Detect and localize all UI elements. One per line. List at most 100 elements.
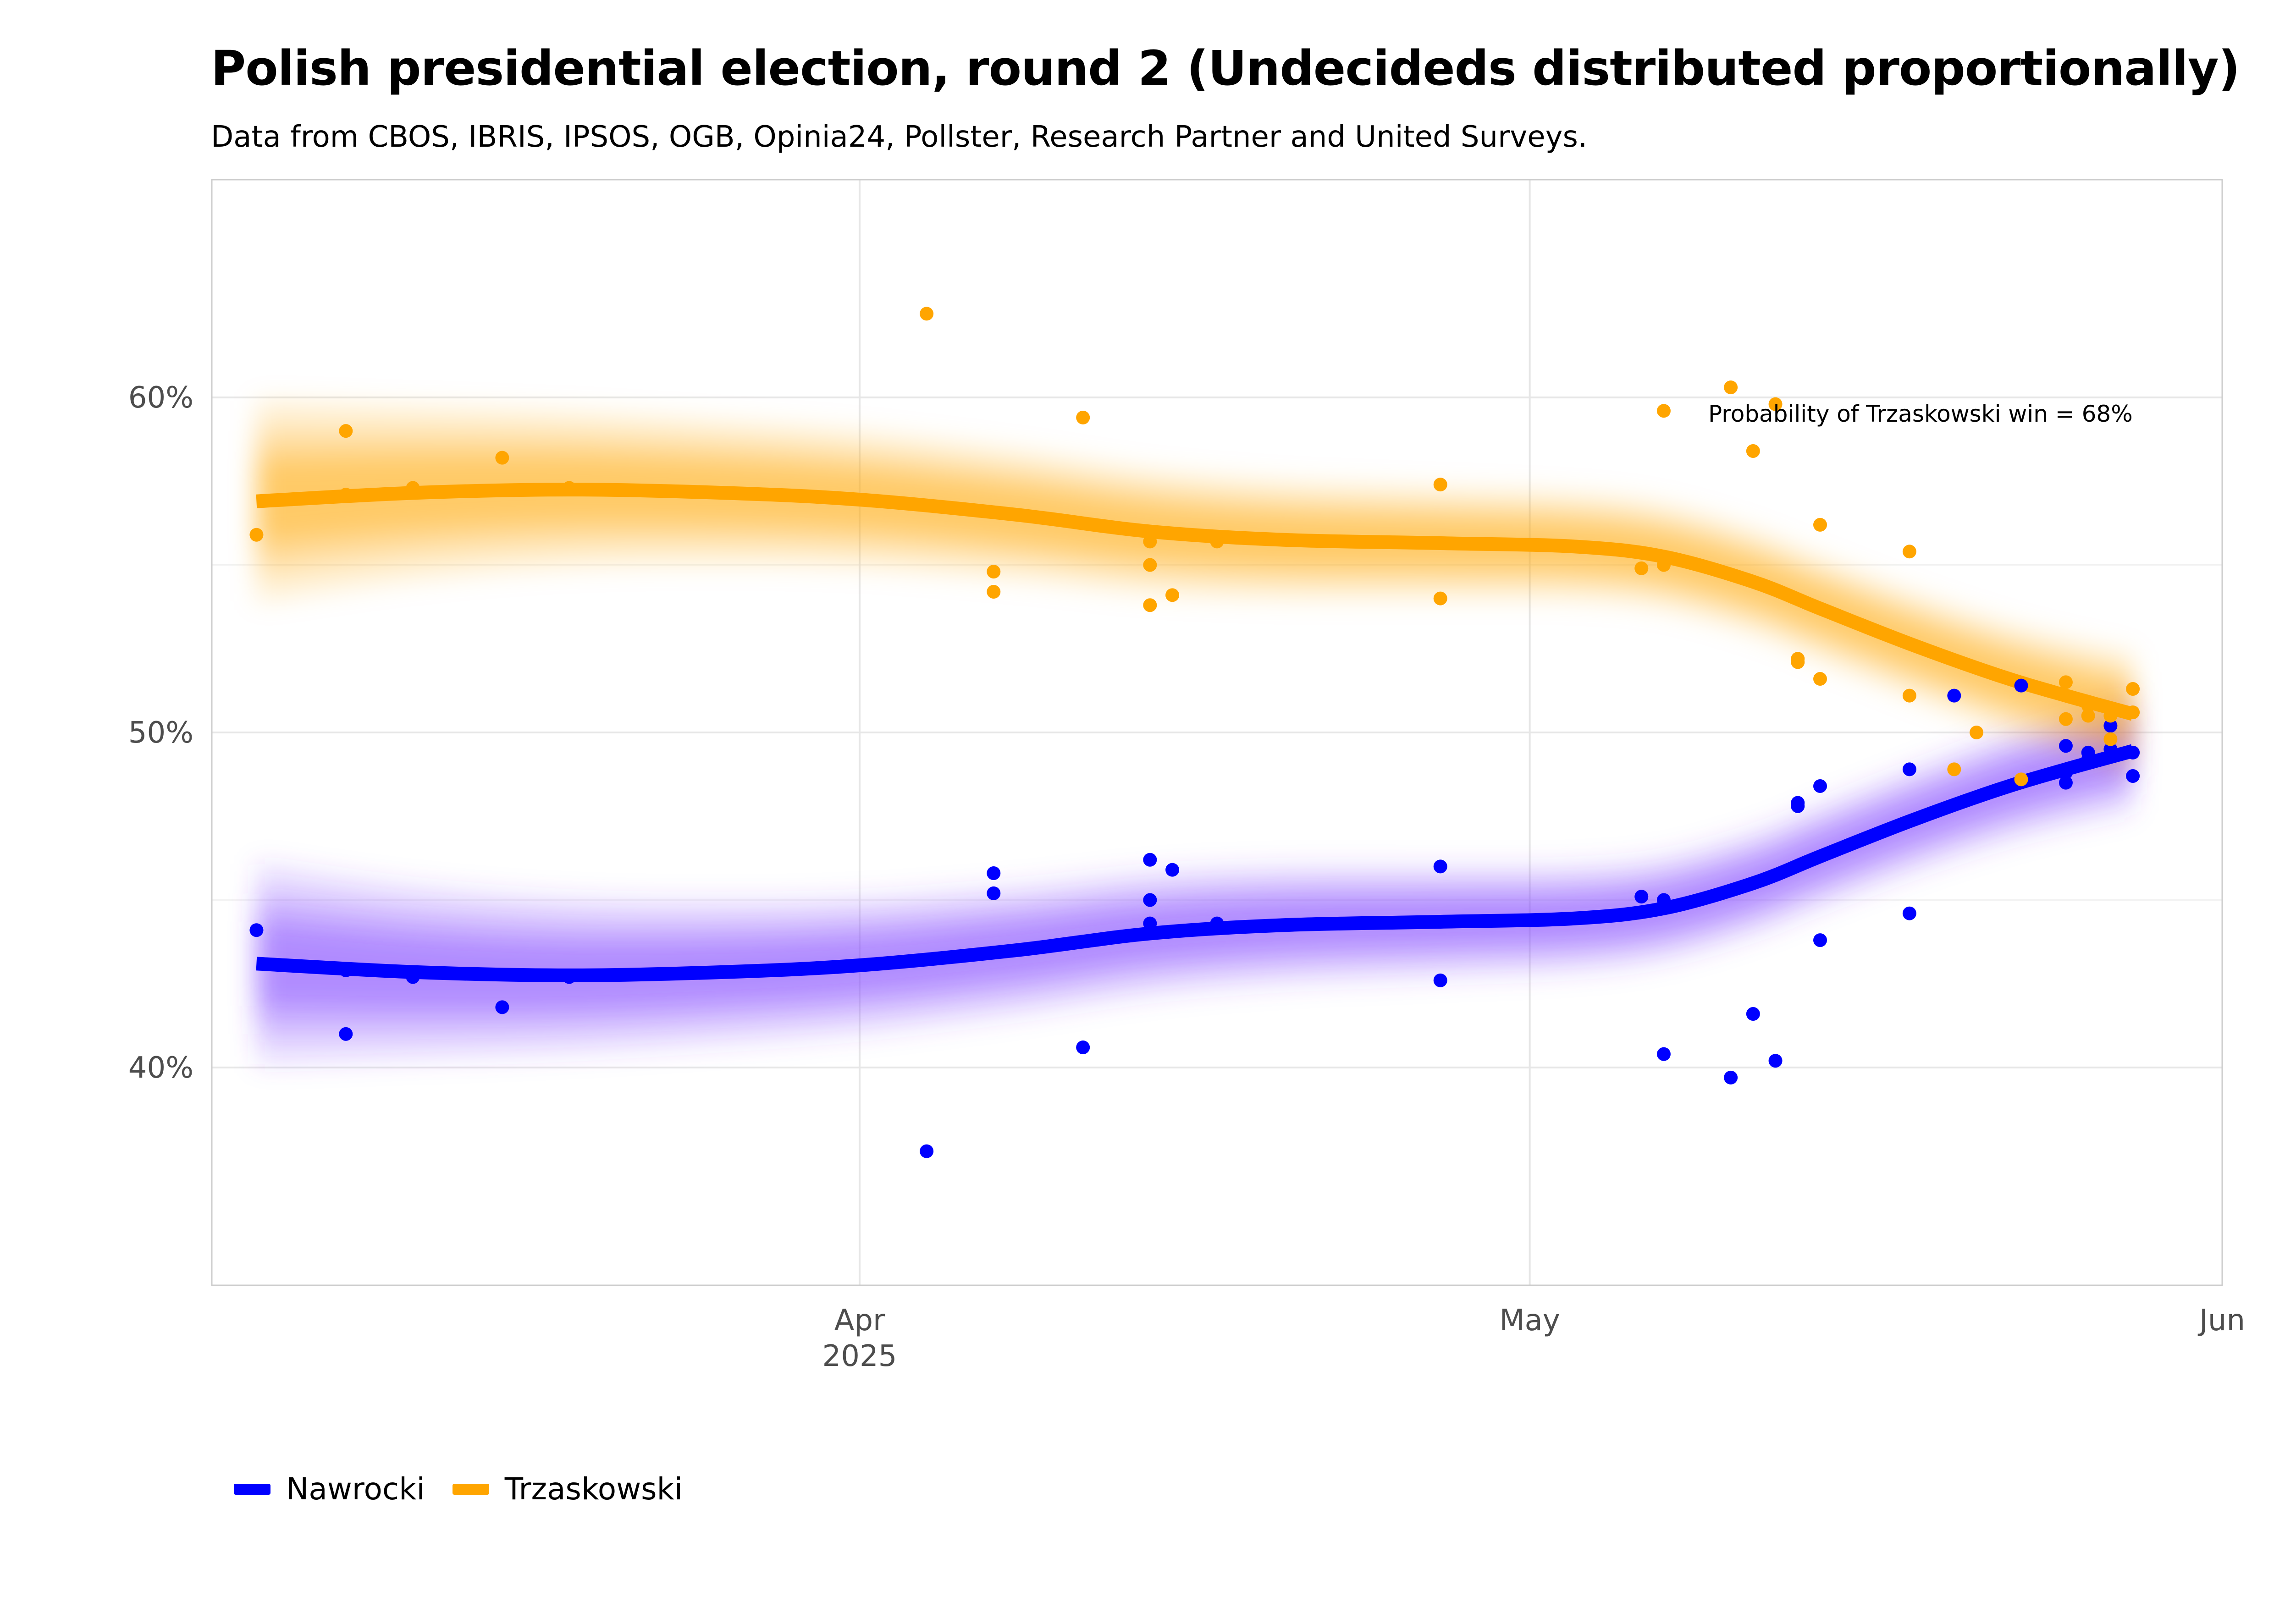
chart-title: Polish presidential election, round 2 (U… [211,40,2240,96]
y-tick-label: 60% [128,381,193,415]
win-probability-annotation: Probability of Trzaskowski win = 68% [1708,401,2133,427]
poll-point-nawrocki [339,963,353,977]
poll-point-nawrocki [1813,933,1827,947]
poll-point-trzaskowski [1433,591,1447,606]
poll-point-nawrocki [2126,745,2140,760]
poll-point-trzaskowski [2103,709,2118,723]
poll-point-trzaskowski [1143,598,1157,612]
poll-point-trzaskowski [2126,682,2140,696]
poll-point-trzaskowski [1902,688,1916,703]
legend-item-trzaskowski: Trzaskowski [452,1471,683,1507]
poll-point-nawrocki [1165,863,1180,877]
poll-point-trzaskowski [339,424,353,438]
y-tick-label: 50% [128,716,193,750]
poll-point-trzaskowski [1143,558,1157,572]
legend-label-nawrocki: Nawrocki [286,1471,425,1507]
poll-point-nawrocki [1813,779,1827,793]
poll-point-trzaskowski [339,488,353,502]
chart-subtitle: Data from CBOS, IBRIS, IPSOS, OGB, Opini… [211,120,1588,154]
poll-point-trzaskowski [1947,762,1961,776]
poll-point-trzaskowski [406,481,420,495]
poll-point-trzaskowski [2014,772,2028,787]
poll-point-trzaskowski [1970,726,1984,739]
poll-point-trzaskowski [2081,709,2095,723]
poll-point-nawrocki [1768,1054,1783,1068]
poll-point-nawrocki [1143,893,1157,907]
legend: Nawrocki Trzaskowski [234,1471,683,1507]
legend-key-nawrocki [234,1483,270,1495]
poll-point-nawrocki [2014,678,2028,693]
poll-point-trzaskowski [1813,517,1827,532]
poll-point-nawrocki [2059,739,2073,753]
poll-point-trzaskowski [1791,655,1805,669]
poll-point-nawrocki [2126,769,2140,783]
ribbon-band-nawrocki [256,725,2133,1009]
trend-line-nawrocki [256,744,2135,982]
poll-point-nawrocki [1746,1007,1760,1021]
poll-point-trzaskowski [1634,561,1649,575]
poll-point-nawrocki [406,970,420,984]
poll-point-nawrocki [1433,973,1447,987]
poll-point-trzaskowski [830,491,844,505]
poll-point-trzaskowski [1433,478,1447,492]
poll-point-nawrocki [495,1000,509,1014]
ribbon-trzaskowski [256,401,2133,775]
poll-point-nawrocki [1656,893,1671,907]
poll-point-trzaskowski [2081,699,2095,713]
legend-label-trzaskowski: Trzaskowski [504,1471,683,1507]
poll-point-trzaskowski [2103,732,2118,746]
poll-point-trzaskowski [495,451,509,465]
poll-point-nawrocki [1210,916,1224,930]
poll-point-nawrocki [1902,906,1916,920]
poll-point-nawrocki [1143,916,1157,930]
poll-point-nawrocki [1143,853,1157,867]
x-tick-label: Apr [834,1304,885,1338]
poll-point-nawrocki [1902,762,1916,776]
poll-point-trzaskowski [1143,534,1157,549]
poll-point-trzaskowski [1210,534,1224,549]
poll-point-nawrocki [1634,890,1649,904]
x-tick-sublabel: 2025 [822,1339,897,1373]
poll-point-nawrocki [2081,752,2095,766]
poll-point-nawrocki [920,1144,934,1158]
poll-point-trzaskowski [562,481,576,495]
poll-points [249,307,2140,1158]
poll-point-trzaskowski [2059,675,2073,689]
y-tick-label: 40% [128,1051,193,1085]
poll-point-nawrocki [987,866,1001,880]
poll-point-trzaskowski [1813,672,1827,686]
trend-line-trzaskowski [256,483,2135,721]
poll-point-trzaskowski [1902,545,1916,559]
poll-point-nawrocki [1947,688,1961,703]
poll-point-trzaskowski [987,565,1001,579]
poll-point-nawrocki [987,886,1001,900]
poll-point-trzaskowski [920,307,934,321]
x-tick-label: Jun [2197,1304,2245,1338]
poll-point-nawrocki [562,970,576,984]
poll-point-nawrocki [1433,859,1447,874]
panel-border [211,179,2223,1286]
poll-point-nawrocki [1076,1040,1090,1055]
legend-item-nawrocki: Nawrocki [234,1471,425,1507]
poll-point-nawrocki [830,960,844,974]
poll-point-trzaskowski [2059,712,2073,726]
poll-point-nawrocki [2103,719,2118,733]
ribbon-band-trzaskowski [256,456,2133,740]
poll-point-nawrocki [1791,799,1805,813]
poll-point-trzaskowski [2126,705,2140,720]
legend-key-trzaskowski [452,1483,489,1495]
poll-point-trzaskowski [1768,397,1783,411]
poll-point-nawrocki [2103,742,2118,756]
poll-point-trzaskowski [1165,588,1180,602]
poll-point-nawrocki [1656,1047,1671,1061]
poll-point-nawrocki [2059,765,2073,780]
poll-point-nawrocki [339,1027,353,1041]
poll-point-trzaskowski [249,528,264,542]
poll-point-trzaskowski [1746,444,1760,458]
poll-point-trzaskowski [1656,404,1671,418]
poll-point-nawrocki [2059,776,2073,790]
poll-point-trzaskowski [1076,410,1090,424]
trend-lines [256,483,2135,982]
poll-point-trzaskowski [1656,558,1671,572]
